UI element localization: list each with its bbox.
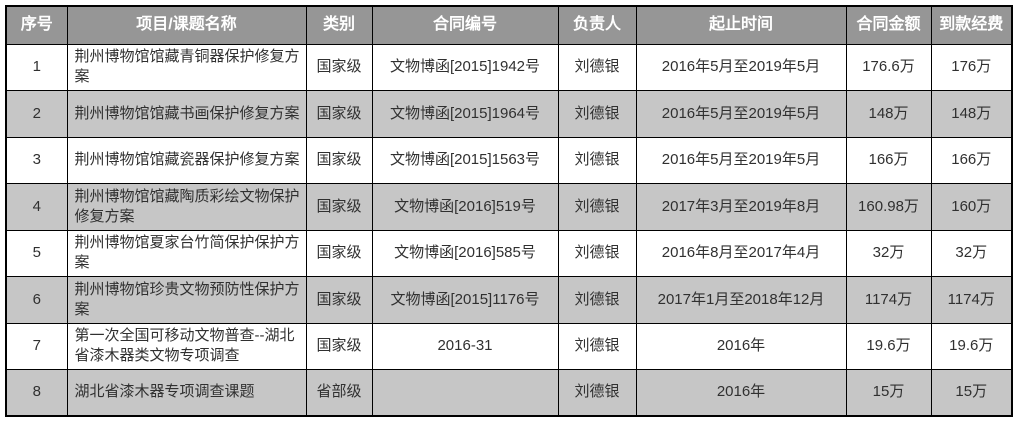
cell-category: 国家级 xyxy=(305,183,373,231)
header-cell-contract: 合同编号 xyxy=(371,5,559,45)
cell-index: 5 xyxy=(5,229,68,277)
cell-category: 国家级 xyxy=(305,229,373,277)
cell-index: 7 xyxy=(5,322,68,370)
cell-leader: 刘德银 xyxy=(557,43,637,91)
cell-amount: 148万 xyxy=(845,90,932,138)
cell-leader: 刘德银 xyxy=(557,322,637,370)
cell-name: 第一次全国可移动文物普查--湖北省漆木器类文物专项调查 xyxy=(66,322,307,370)
table-row: 5 荆州博物馆夏家台竹简保护保护方案 国家级 文物博函[2016]585号 刘德银 201… xyxy=(5,229,1013,277)
table-row: 8 湖北省漆木器专项调查课题 省部级 刘德银 2016年 15万 15万 xyxy=(5,369,1013,417)
table-body: 1 荆州博物馆馆藏青铜器保护修复方案 国家级 文物博函[2015]1942号 刘德银 20… xyxy=(5,43,1013,417)
cell-contract: 文物博函[2015]1964号 xyxy=(371,90,559,138)
cell-name: 荆州博物馆夏家台竹简保护保护方案 xyxy=(66,229,307,277)
cell-category: 国家级 xyxy=(305,136,373,184)
cell-leader: 刘德银 xyxy=(557,136,637,184)
table-row: 2 荆州博物馆馆藏书画保护修复方案 国家级 文物博函[2015]1964号 刘德银 201… xyxy=(5,90,1013,138)
cell-received: 15万 xyxy=(930,369,1013,417)
cell-period: 2016年5月至2019年5月 xyxy=(635,90,847,138)
cell-period: 2016年 xyxy=(635,369,847,417)
cell-contract: 文物博函[2015]1563号 xyxy=(371,136,559,184)
header-cell-period: 起止时间 xyxy=(635,5,847,45)
cell-amount: 32万 xyxy=(845,229,932,277)
cell-name: 荆州博物馆馆藏书画保护修复方案 xyxy=(66,90,307,138)
cell-leader: 刘德银 xyxy=(557,183,637,231)
cell-amount: 176.6万 xyxy=(845,43,932,91)
cell-name: 荆州博物馆馆藏青铜器保护修复方案 xyxy=(66,43,307,91)
cell-period: 2016年5月至2019年5月 xyxy=(635,136,847,184)
cell-contract: 2016-31 xyxy=(371,322,559,370)
table-row: 6 荆州博物馆珍贵文物预防性保护方案 国家级 文物博函[2015]1176号 刘德银 20… xyxy=(5,276,1013,324)
cell-received: 1174万 xyxy=(930,276,1013,324)
cell-category: 国家级 xyxy=(305,276,373,324)
cell-contract xyxy=(371,369,559,417)
cell-received: 176万 xyxy=(930,43,1013,91)
cell-leader: 刘德银 xyxy=(557,90,637,138)
cell-received: 160万 xyxy=(930,183,1013,231)
header-cell-index: 序号 xyxy=(5,5,68,45)
header-cell-amount: 合同金额 xyxy=(845,5,932,45)
cell-category: 国家级 xyxy=(305,43,373,91)
cell-index: 8 xyxy=(5,369,68,417)
cell-name: 湖北省漆木器专项调查课题 xyxy=(66,369,307,417)
cell-amount: 1174万 xyxy=(845,276,932,324)
cell-received: 19.6万 xyxy=(930,322,1013,370)
cell-period: 2016年5月至2019年5月 xyxy=(635,43,847,91)
cell-amount: 166万 xyxy=(845,136,932,184)
cell-leader: 刘德银 xyxy=(557,369,637,417)
header-row: 序号 项目/课题名称 类别 合同编号 负责人 起止时间 合同金额 到款经费 xyxy=(5,5,1013,45)
cell-index: 6 xyxy=(5,276,68,324)
cell-index: 3 xyxy=(5,136,68,184)
table-row: 1 荆州博物馆馆藏青铜器保护修复方案 国家级 文物博函[2015]1942号 刘德银 20… xyxy=(5,43,1013,91)
cell-contract: 文物博函[2015]1942号 xyxy=(371,43,559,91)
cell-leader: 刘德银 xyxy=(557,229,637,277)
header-cell-category: 类别 xyxy=(305,5,373,45)
cell-index: 1 xyxy=(5,43,68,91)
header-cell-name: 项目/课题名称 xyxy=(66,5,307,45)
table-header: 序号 项目/课题名称 类别 合同编号 负责人 起止时间 合同金额 到款经费 xyxy=(5,5,1013,45)
cell-period: 2017年3月至2019年8月 xyxy=(635,183,847,231)
cell-amount: 160.98万 xyxy=(845,183,932,231)
table-row: 7 第一次全国可移动文物普查--湖北省漆木器类文物专项调查 国家级 2016-31 刘德… xyxy=(5,322,1013,370)
table-row: 4 荆州博物馆馆藏陶质彩绘文物保护修复方案 国家级 文物博函[2016]519号 刘德银… xyxy=(5,183,1013,231)
cell-index: 4 xyxy=(5,183,68,231)
table-row: 3 荆州博物馆馆藏瓷器保护修复方案 国家级 文物博函[2015]1563号 刘德银 201… xyxy=(5,136,1013,184)
cell-amount: 15万 xyxy=(845,369,932,417)
cell-received: 32万 xyxy=(930,229,1013,277)
cell-name: 荆州博物馆馆藏瓷器保护修复方案 xyxy=(66,136,307,184)
cell-category: 国家级 xyxy=(305,90,373,138)
cell-index: 2 xyxy=(5,90,68,138)
cell-received: 166万 xyxy=(930,136,1013,184)
cell-category: 国家级 xyxy=(305,322,373,370)
cell-period: 2016年8月至2017年4月 xyxy=(635,229,847,277)
cell-received: 148万 xyxy=(930,90,1013,138)
projects-table: 序号 项目/课题名称 类别 合同编号 负责人 起止时间 合同金额 到款经费 1 荆州博物馆馆藏青… xyxy=(5,5,1013,417)
header-cell-received: 到款经费 xyxy=(930,5,1013,45)
cell-amount: 19.6万 xyxy=(845,322,932,370)
cell-leader: 刘德银 xyxy=(557,276,637,324)
cell-category: 省部级 xyxy=(305,369,373,417)
cell-contract: 文物博函[2016]585号 xyxy=(371,229,559,277)
cell-period: 2017年1月至2018年12月 xyxy=(635,276,847,324)
cell-contract: 文物博函[2016]519号 xyxy=(371,183,559,231)
cell-period: 2016年 xyxy=(635,322,847,370)
cell-name: 荆州博物馆珍贵文物预防性保护方案 xyxy=(66,276,307,324)
header-cell-leader: 负责人 xyxy=(557,5,637,45)
cell-name: 荆州博物馆馆藏陶质彩绘文物保护修复方案 xyxy=(66,183,307,231)
cell-contract: 文物博函[2015]1176号 xyxy=(371,276,559,324)
